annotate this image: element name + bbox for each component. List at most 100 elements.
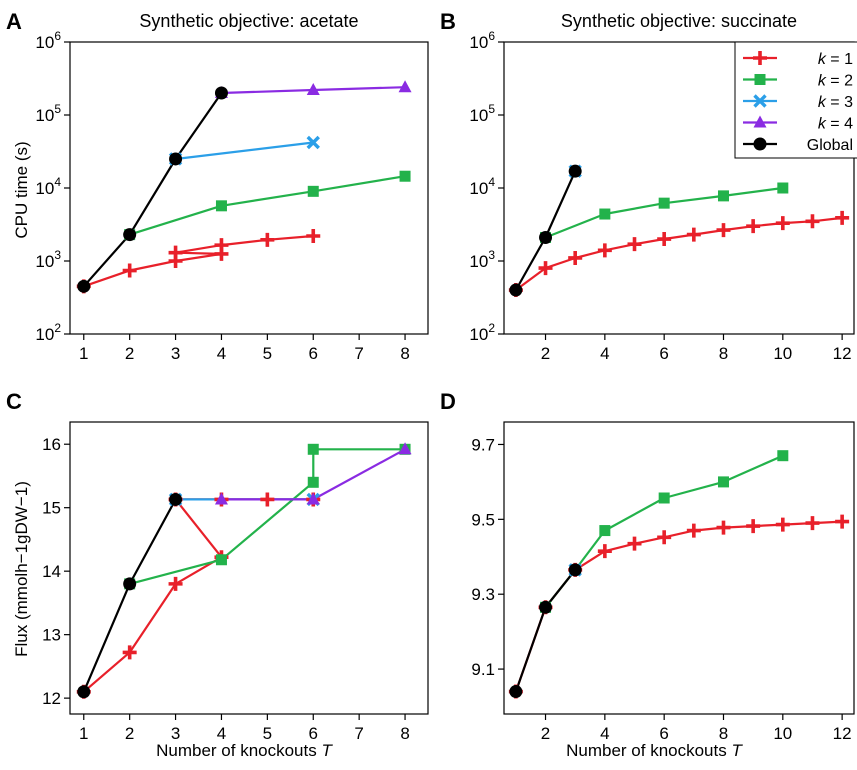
data-point-b-global-0 [509,283,523,297]
plot-frame-d [503,421,855,715]
x-tick-label-d-4: 4 [600,724,609,743]
y-tick-label-c-14: 14 [42,562,61,581]
data-point-b-k1-11 [835,210,850,225]
panel-letter-b: B [440,9,456,34]
x-tick-label-c-6: 6 [309,724,318,743]
x-tick-label-c-5: 5 [263,724,272,743]
legend: k = 1 k = 2 k = 3 k = 4 Global [734,41,857,159]
x-tick-label-b-12: 12 [833,344,852,363]
data-point-b-k1-10 [805,214,820,229]
x-tick-label-d-10: 10 [773,724,792,743]
x-tick-label-c-4: 4 [217,724,226,743]
data-point-a-k2-2 [307,185,319,197]
data-point-a-k1-6 [260,232,275,247]
series-line-a-global [82,92,223,288]
data-point-b-k1-4 [627,237,642,252]
data-point-c-k2-2 [307,476,319,488]
y-tick-label-a-100: 102 [35,321,61,344]
x-tick-label-b-8: 8 [719,344,728,363]
data-point-a-k3-1 [306,135,320,150]
legend-label-4: Global [807,137,853,154]
series-line-b-k2 [545,186,783,239]
x-tick-label-a-5: 5 [263,344,272,363]
y-tick-label-c-13: 13 [42,626,61,645]
data-point-a-k4-1 [306,83,320,96]
x-tick-label-d-6: 6 [659,724,668,743]
data-point-d-k1-11 [835,514,850,529]
series-line-c-k1 [83,498,314,693]
y-tick-label-c-12: 12 [42,689,61,708]
x-tick-label-c-7: 7 [354,724,363,743]
data-point-b-k2-4 [777,182,789,194]
x-tick-label-a-2: 2 [125,344,134,363]
data-point-b-k1-2 [568,250,583,265]
y-tick-label-b-1000000: 106 [469,29,495,52]
x-tick-label-a-3: 3 [171,344,180,363]
data-point-d-global-2 [568,563,582,577]
series-line-d-k1 [514,520,843,692]
x-tick-label-a-8: 8 [400,344,409,363]
y-axis-label-flux: Flux (mmolh−1gDW−1) [12,481,31,657]
x-tick-label-c-1: 1 [79,724,88,743]
data-point-b-k1-6 [686,227,701,242]
data-point-c-global-2 [169,492,183,506]
data-point-b-k2-1 [599,208,611,220]
y-tick-label-d-9.5: 9.5 [471,510,495,529]
x-tick-label-c-8: 8 [400,724,409,743]
data-point-d-k2-4 [717,476,729,488]
x-tick-label-d-2: 2 [541,724,550,743]
y-tick-label-a-100000: 105 [35,102,61,125]
data-point-d-global-1 [539,600,553,614]
data-point-d-k2-2 [599,525,611,537]
panel-letter-d: D [440,389,456,414]
data-point-c-k4-1 [306,492,320,505]
data-point-b-global-2 [568,164,582,178]
data-point-b-k1-1 [538,261,553,276]
data-point-a-k2-3 [399,170,411,182]
y-tick-label-b-10000: 104 [469,175,495,198]
legend-marker-3 [753,115,767,128]
y-tick-label-a-1000: 103 [35,248,61,271]
y-tick-label-c-16: 16 [42,435,61,454]
series-line-c-k2 [129,448,406,585]
panel-letter-a: A [6,9,22,34]
x-tick-label-b-2: 2 [541,344,550,363]
data-point-c-global-0 [77,685,91,699]
data-point-c-global-1 [123,577,137,591]
data-point-d-k1-6 [686,523,701,538]
data-point-c-k1-1 [122,645,137,660]
y-axis-label-cpu: CPU time (s) [12,141,31,238]
plot-frame-a [69,41,429,335]
x-tick-label-a-1: 1 [79,344,88,363]
series-line-a-k3 [175,141,314,161]
y-tick-label-b-1000: 103 [469,248,495,271]
data-point-d-k1-7 [716,520,731,535]
data-point-a-k1-7 [306,229,321,244]
x-tick-label-c-3: 3 [171,724,180,743]
data-point-d-k1-3 [597,544,612,559]
x-axis-label-left: Number of knockouts T [156,741,333,760]
data-point-d-k1-10 [805,516,820,531]
x-axis-label-right: Number of knockouts T [566,741,743,760]
series-line-d-global [514,569,577,692]
x-tick-label-a-6: 6 [309,344,318,363]
data-point-c-k1-6 [260,492,275,507]
legend-label-1: k = 2 [818,73,853,90]
data-point-b-k1-8 [746,219,761,234]
y-tick-label-d-9.3: 9.3 [471,585,495,604]
data-point-a-k1-4 [168,245,183,260]
panel-a: Synthetic objective: acetate 1 2 3 4 5 6 7 8 102 1… [35,11,429,363]
data-point-d-k2-5 [777,450,789,462]
panel-b: Synthetic objective: succinate 2 4 6 8 10 12 10… [469,11,855,363]
legend-label-2: k = 3 [818,94,853,111]
data-point-b-k2-3 [717,190,729,202]
x-tick-label-b-10: 10 [773,344,792,363]
data-point-b-k1-9 [775,216,790,231]
legend-marker-0 [753,51,767,65]
panel-title-b: Synthetic objective: succinate [561,11,797,31]
data-point-d-k1-9 [775,517,790,532]
